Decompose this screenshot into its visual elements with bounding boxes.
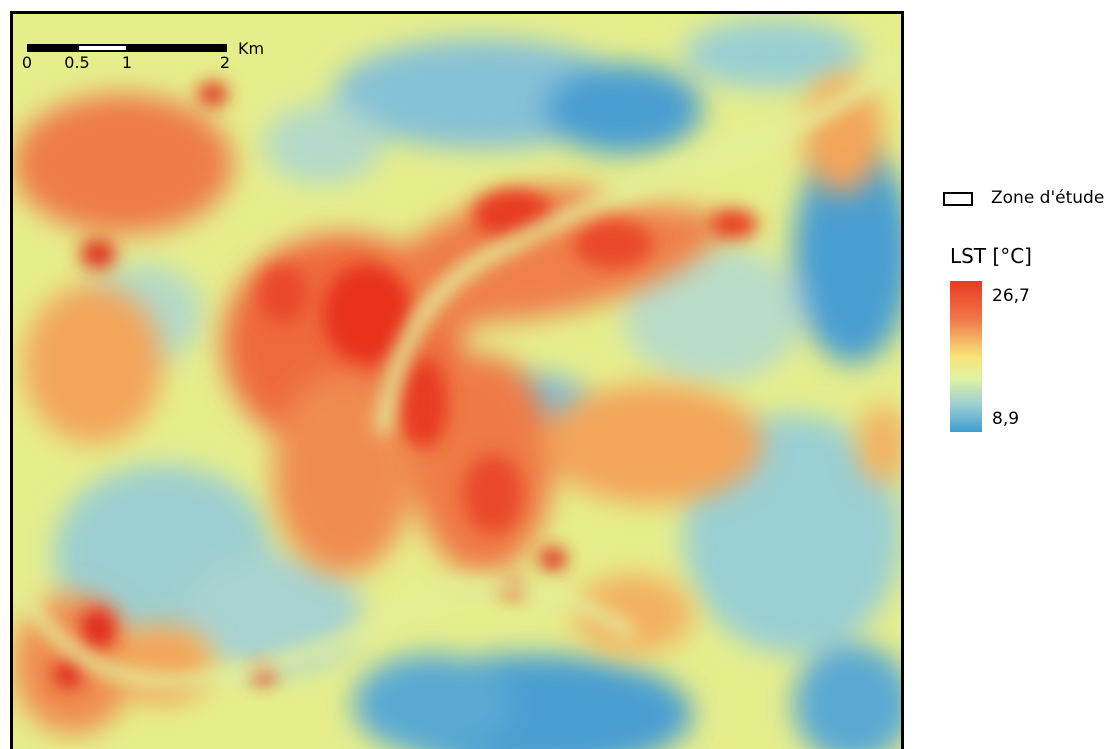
map-legend: Zone d'étude LST [°C] 26,7 8,9 (940, 180, 1116, 460)
color-ramp (950, 281, 982, 432)
scale-tick-label: 2 (219, 53, 231, 72)
lst-map: 0 0.5 1 2 Km (10, 11, 904, 749)
study-zone-symbol (943, 192, 973, 206)
scale-tick-label: 0 (21, 53, 33, 72)
scale-segment (27, 44, 79, 52)
scale-bar: 0 0.5 1 2 Km (22, 39, 267, 89)
scale-segment (126, 44, 227, 52)
legend-min-label: 8,9 (992, 409, 1020, 429)
scale-unit-label: Km (238, 39, 265, 58)
lst-heatmap (13, 14, 901, 749)
scale-segment (77, 44, 128, 52)
scale-tick-label: 1 (121, 53, 133, 72)
legend-title: LST [°C] (950, 244, 1032, 268)
legend-max-label: 26,7 (992, 286, 1030, 306)
scale-tick-label: 0.5 (64, 53, 90, 72)
study-zone-label: Zone d'étude (991, 188, 1105, 208)
river-channels (17, 48, 901, 689)
